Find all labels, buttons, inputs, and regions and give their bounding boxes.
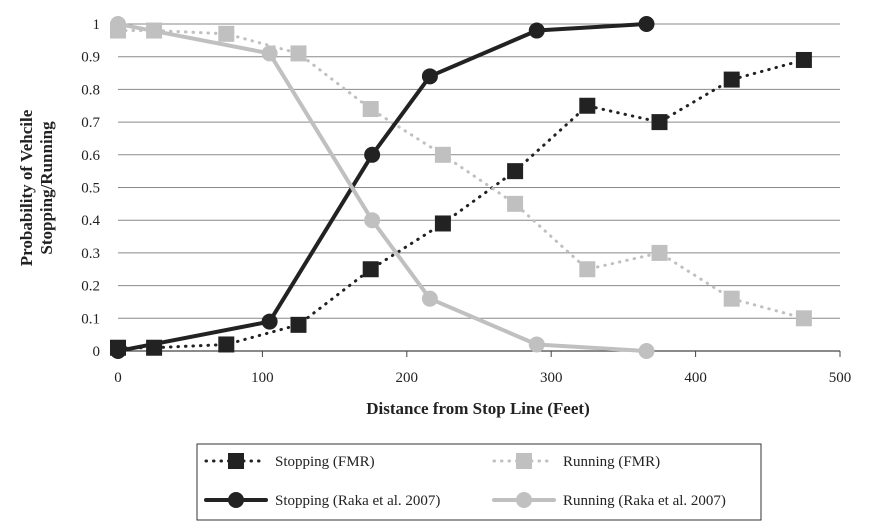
data-point [795,51,812,68]
data-point [261,313,278,330]
data-point [651,114,668,131]
series-line [116,22,649,353]
legend-swatch-marker [516,492,532,508]
data-point [421,290,438,307]
legend-label: Stopping (Raka et al. 2007) [275,493,440,509]
legend-label: Running (FMR) [563,454,660,470]
x-tick-label: 100 [251,370,274,386]
data-point [261,45,278,62]
series-line [116,58,806,350]
data-point [362,261,379,278]
data-point [362,101,379,118]
data-point [579,261,596,278]
data-point [507,163,524,180]
y-tick-label: 0.4 [81,213,100,229]
legend-box [196,443,762,521]
y-tick-label: 0.3 [81,246,100,262]
y-tick-label: 0.5 [81,181,100,197]
data-point [795,310,812,327]
y-tick-label: 0.9 [81,50,100,66]
x-tick-label: 500 [829,370,852,386]
series-3 [110,16,655,359]
data-point [290,316,307,333]
legend-item: Stopping (FMR) [204,453,375,470]
data-point [364,146,381,163]
y-tick-label: 0.8 [81,82,100,98]
series-2 [110,16,655,359]
legend-swatch-marker [516,453,532,469]
data-point [723,290,740,307]
x-tick-label: 300 [540,370,563,386]
data-point [638,16,655,32]
y-axis-title: Probability of VehcileStopping/Running [17,109,56,266]
x-tick-label: 0 [114,370,122,386]
y-tick-label: 0.1 [81,311,100,327]
y-tick-label: 0 [93,344,101,360]
data-point [579,97,596,114]
data-point [290,45,307,62]
legend-swatch-marker [228,492,244,508]
y-axis-title-line: Probability of Vehcile [17,109,36,266]
data-point [434,146,451,163]
data-point [110,343,126,359]
data-point [723,71,740,88]
data-point [110,16,126,32]
legend-item: Running (FMR) [492,453,660,470]
x-tick-label: 400 [684,370,707,386]
data-point [651,244,668,261]
x-axis-title: Distance from Stop Line (Feet) [366,399,589,418]
y-tick-label: 1 [93,17,101,33]
data-point [218,336,235,353]
x-tick-label: 200 [396,370,419,386]
legend-label: Running (Raka et al. 2007) [563,493,726,509]
data-point [638,343,655,359]
legend-label: Stopping (FMR) [275,454,375,470]
y-axis-title-line: Stopping/Running [37,121,56,255]
series-line [116,29,806,320]
y-tick-label: 0.2 [81,279,100,295]
data-point [421,68,438,85]
data-point [528,22,545,39]
legend-swatch-marker [228,453,244,469]
series-line [116,22,649,353]
series-1 [110,22,812,327]
legend-item: Running (Raka et al. 2007) [492,492,726,509]
series-0 [110,51,812,356]
data-point [434,215,451,232]
data-point [218,25,235,42]
legend-item: Stopping (Raka et al. 2007) [204,492,440,509]
data-point [364,212,381,229]
y-tick-label: 0.7 [81,115,100,131]
data-point [528,336,545,353]
y-tick-label: 0.6 [81,148,100,164]
data-point [507,195,524,212]
